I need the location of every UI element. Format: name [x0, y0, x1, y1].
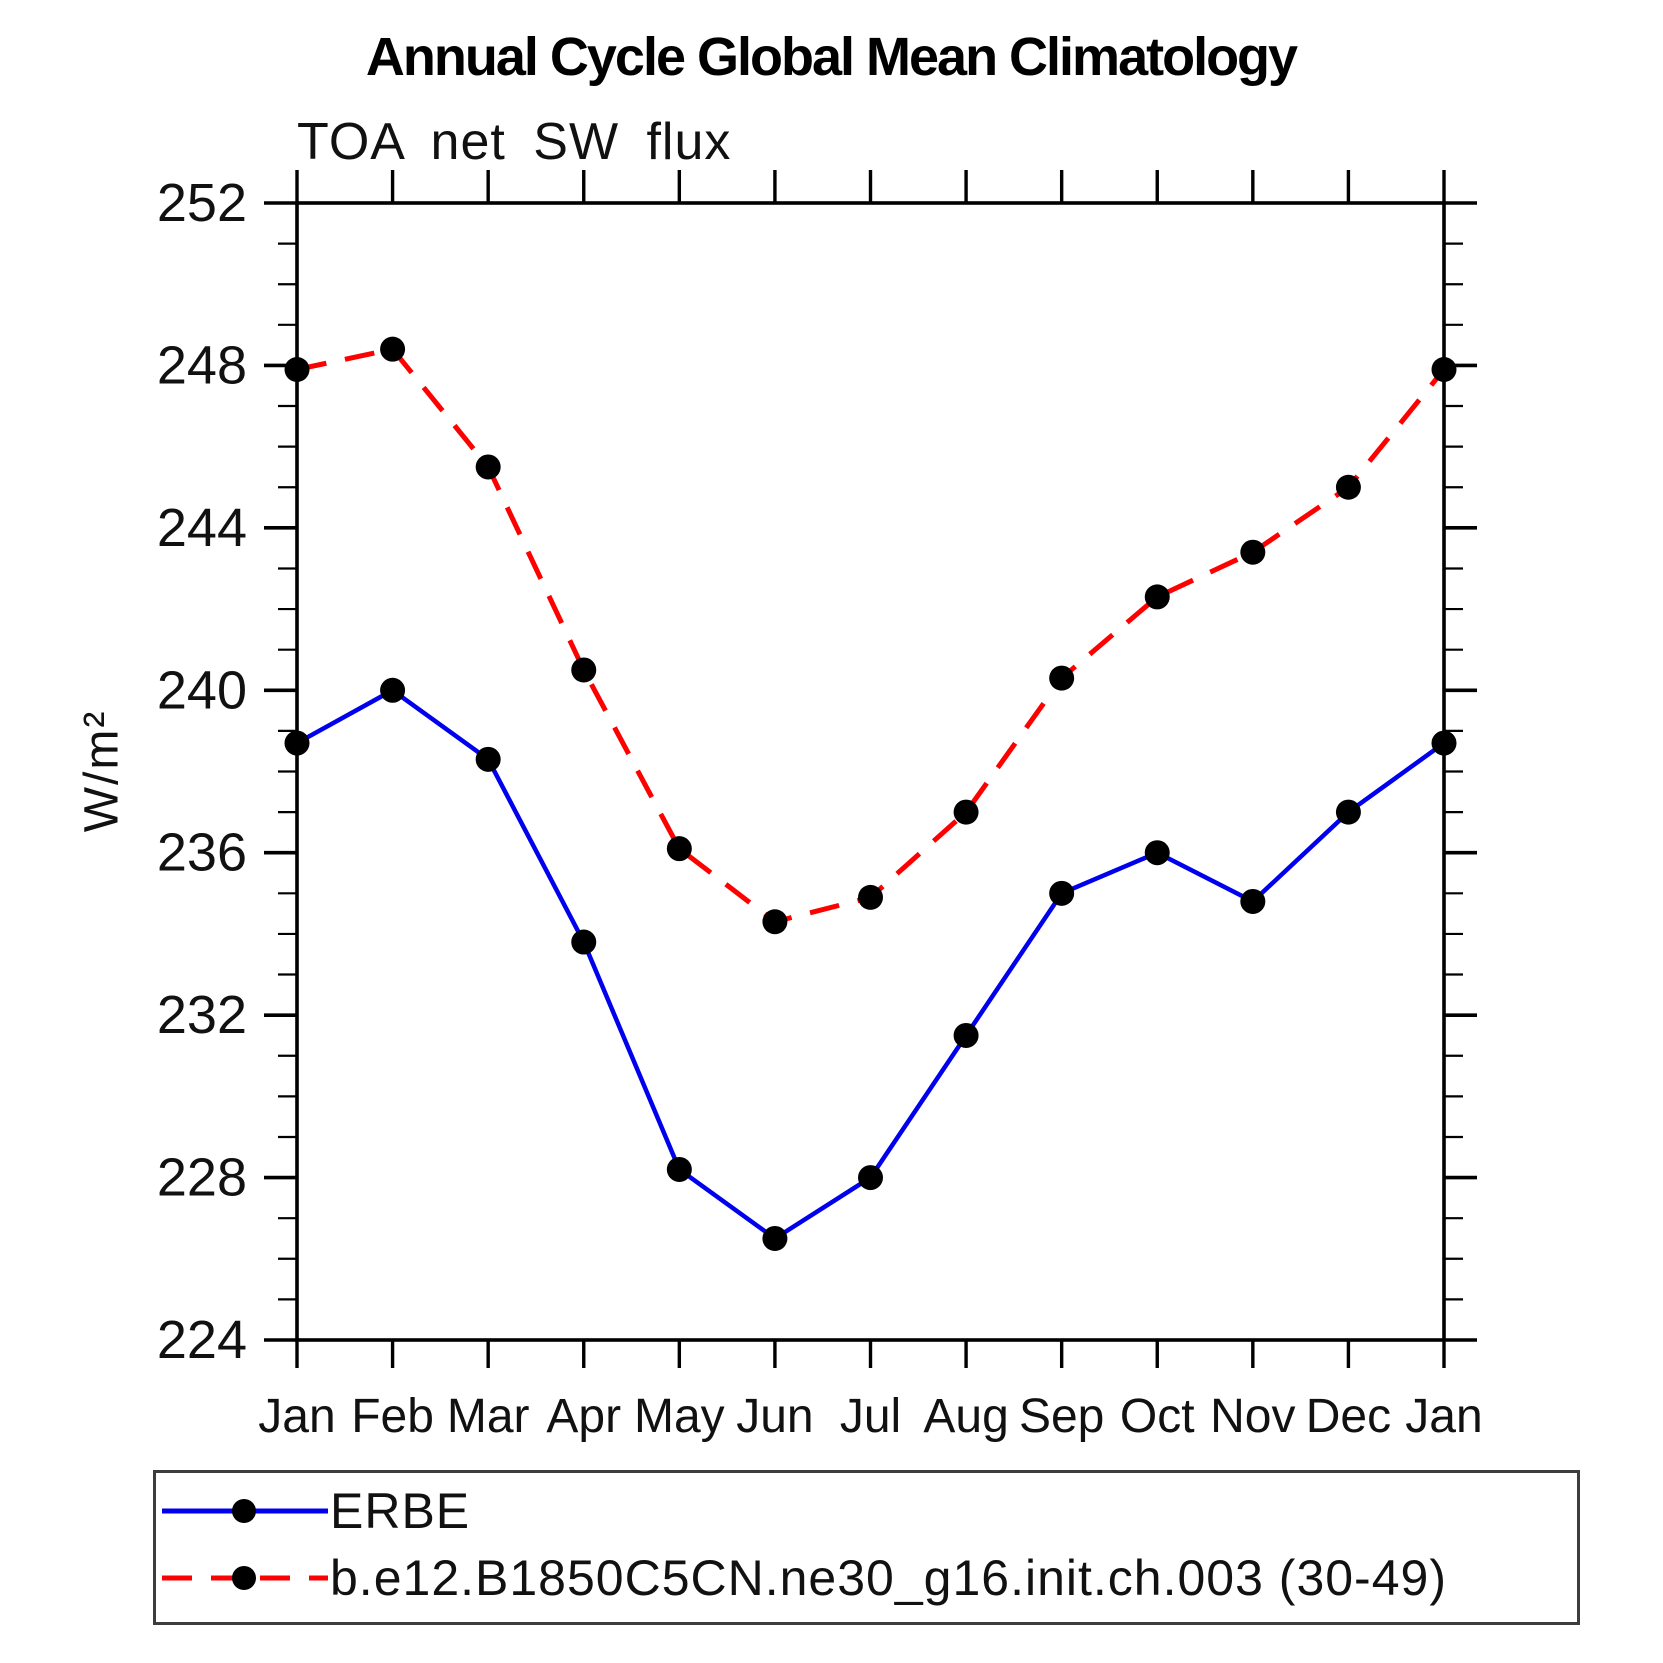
data-point — [1431, 730, 1457, 756]
series-0 — [284, 677, 1457, 1251]
data-point — [380, 336, 406, 362]
x-tick-label: Oct — [1120, 1390, 1195, 1443]
x-tick-label: May — [634, 1390, 725, 1443]
y-tick-label: 252 — [157, 173, 247, 233]
x-tick-label: Jan — [1405, 1390, 1482, 1443]
y-tick-label: 224 — [157, 1310, 247, 1370]
data-point — [1240, 888, 1266, 914]
x-tick-label: Apr — [546, 1390, 621, 1443]
data-point — [1144, 584, 1170, 610]
data-point — [380, 677, 406, 703]
legend-label-erbe: ERBE — [330, 1483, 471, 1539]
x-tick-label: Feb — [351, 1390, 434, 1443]
y-tick-label: 240 — [157, 660, 247, 720]
data-point — [762, 1225, 788, 1251]
data-point — [1049, 880, 1075, 906]
x-tick-label: Dec — [1306, 1390, 1391, 1443]
data-point — [284, 356, 310, 382]
legend-sample-model — [162, 1566, 328, 1590]
page-title: Annual Cycle Global Mean Climatology — [365, 27, 1298, 87]
legend-label-model: b.e12.B1850C5CN.ne30_g16.init.ch.003 (30… — [330, 1550, 1447, 1606]
data-point — [1335, 799, 1361, 825]
data-point — [953, 1022, 979, 1048]
x-tick-label: Nov — [1210, 1390, 1295, 1443]
data-point — [1144, 840, 1170, 866]
series-line — [295, 688, 1446, 1241]
data-point — [1431, 356, 1457, 382]
x-tick-label: Mar — [447, 1390, 530, 1443]
data-point — [858, 884, 883, 910]
data-point — [475, 454, 501, 480]
y-tick-label: 228 — [157, 1148, 247, 1208]
chart-subtitle: TOA net SW flux — [297, 113, 732, 171]
data-point — [762, 909, 788, 935]
x-tick-label: Jun — [736, 1390, 813, 1443]
data-point — [858, 1165, 883, 1191]
legend: ERBE b.e12.B1850C5CN.ne30_g16.init.ch.00… — [153, 1470, 1580, 1625]
legend-sample-erbe — [162, 1499, 328, 1523]
x-tick-label: Jan — [258, 1390, 335, 1443]
data-point — [1240, 539, 1266, 565]
data-point — [1335, 474, 1361, 500]
data-point — [1049, 665, 1075, 691]
series-1 — [284, 336, 1457, 935]
x-tick-label: Sep — [1019, 1390, 1104, 1443]
data-point — [571, 657, 597, 683]
legend-marker — [232, 1566, 256, 1590]
y-tick-label: 232 — [157, 985, 247, 1045]
data-point — [571, 929, 597, 955]
y-tick-label: 244 — [157, 498, 247, 558]
data-point — [284, 730, 310, 756]
data-point — [953, 799, 979, 825]
x-tick-label: Jul — [840, 1390, 901, 1443]
data-point — [666, 1156, 692, 1182]
data-point — [475, 746, 501, 772]
data-point — [666, 836, 692, 862]
y-tick-label: 236 — [157, 823, 247, 883]
x-tick-label: Aug — [923, 1390, 1008, 1443]
series-line — [296, 346, 1446, 925]
legend-marker — [232, 1499, 256, 1523]
y-tick-label: 248 — [157, 335, 247, 395]
